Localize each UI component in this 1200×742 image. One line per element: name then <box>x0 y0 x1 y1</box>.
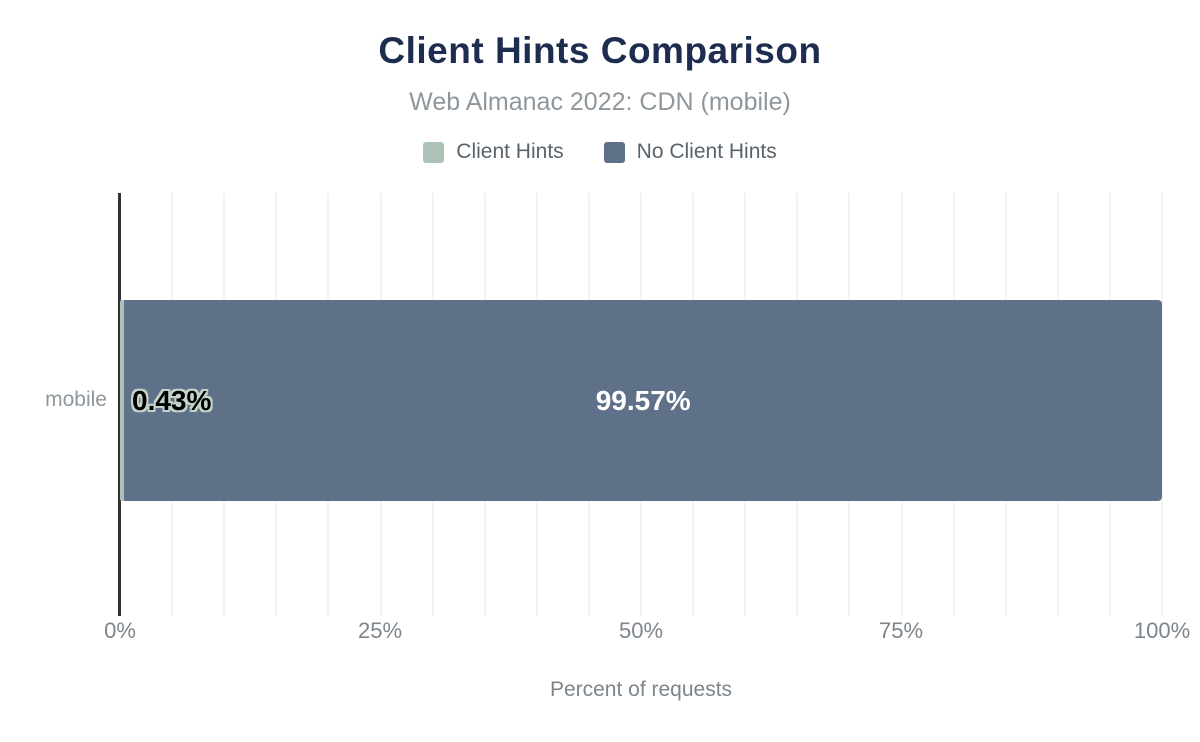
legend: Client Hints No Client Hints <box>0 140 1200 164</box>
data-label-client-hints: 0.43% <box>132 384 212 416</box>
y-axis-line <box>118 193 121 608</box>
plot-area: 99.57% 0.43% <box>118 193 1163 616</box>
client-hints-swatch-icon <box>423 141 445 163</box>
bar-row-mobile: 99.57% 0.43% <box>120 300 1162 501</box>
x-axis-title: Percent of requests <box>549 678 733 701</box>
chart-title: Client Hints Comparison <box>378 30 822 71</box>
bar-segment-no-client-hints: 99.57% <box>124 300 1162 501</box>
x-tick-50: 50% <box>618 618 664 643</box>
x-tick-100: 100% <box>1133 618 1191 643</box>
legend-item-no-client-hints[interactable]: No Client Hints <box>603 140 777 164</box>
legend-label-no-client-hints: No Client Hints <box>636 140 777 163</box>
legend-label-client-hints: Client Hints <box>456 140 564 163</box>
data-label-no-client-hints: 99.57% <box>595 384 691 416</box>
x-tick-25: 25% <box>357 618 403 643</box>
y-category-label-mobile: mobile <box>45 388 107 411</box>
no-client-hints-swatch-icon <box>603 141 625 163</box>
bar-segment-client-hints <box>120 300 125 501</box>
legend-item-client-hints[interactable]: Client Hints <box>423 140 564 164</box>
chart-subtitle: Web Almanac 2022: CDN (mobile) <box>409 88 791 116</box>
gridline <box>1161 193 1163 616</box>
x-tick-75: 75% <box>878 618 924 643</box>
x-axis-zero-tick <box>118 608 121 616</box>
x-tick-0: 0% <box>104 618 136 643</box>
